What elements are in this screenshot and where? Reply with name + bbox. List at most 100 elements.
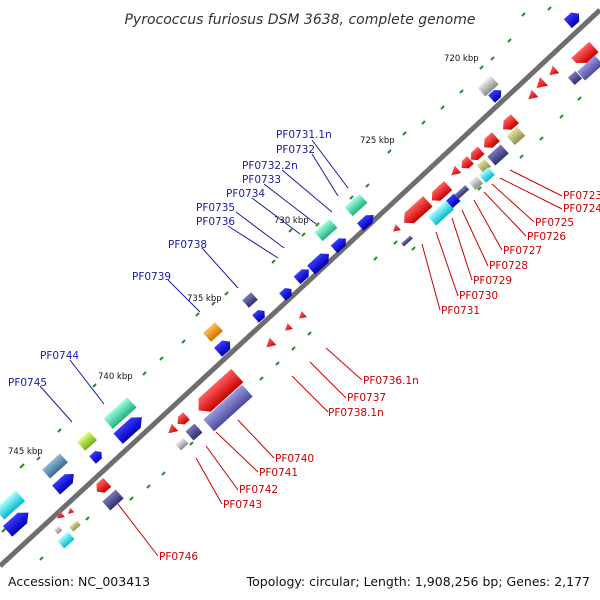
inner-leader-lines (117, 169, 563, 557)
kbp-label: 730 kbp (274, 216, 309, 226)
gene-label: PF0731.1n (276, 129, 332, 141)
inner-gene-labels: PF0723 PF0724 PF0725 PF0726 PF0727 PF072… (159, 190, 600, 563)
gene-label: PF0737 (347, 392, 386, 404)
gene-arrow-glyph (536, 76, 548, 89)
gene-arrow-glyph (299, 311, 307, 319)
gene-arrow-glyph (69, 520, 81, 532)
gene-label: PF0731 (441, 305, 480, 317)
gene-arrow-glyph (67, 507, 75, 515)
gene-arrow-glyph (96, 477, 112, 493)
gene-arrow-glyph (487, 144, 509, 166)
gene-arrow-glyph (431, 181, 453, 201)
gene-label: PF0740 (275, 453, 314, 465)
gene-arrow-glyph (242, 292, 258, 308)
genome-backbone (0, 8, 600, 568)
gene-arrow-glyph (314, 218, 338, 242)
gene-label: PF0733 (242, 174, 281, 186)
gene-arrow-glyph (198, 368, 244, 412)
kbp-labels: 720 kbp 725 kbp 730 kbp 735 kbp 740 kbp … (8, 54, 479, 457)
gene-arrow-glyph (57, 531, 75, 549)
gene-arrow-glyph (214, 340, 231, 357)
gene-arrow-glyph (479, 167, 495, 183)
gene-arrow-glyph (571, 41, 599, 64)
gene-arrow-glyph (577, 55, 600, 81)
gene-label: PF0725 (535, 217, 574, 229)
outer-leader-lines (39, 139, 349, 423)
outer-gene-labels: PF0731.1n PF0732 PF0732.2n PF0733 PF0734… (8, 129, 332, 389)
gene-arrow-glyph (53, 525, 63, 535)
gene-arrow-glyph (103, 397, 137, 429)
kbp-label: 720 kbp (444, 54, 479, 64)
gene-label: PF0743 (223, 499, 262, 511)
gene-arrow-glyph (454, 185, 470, 199)
gene-label: PF0724 (563, 203, 600, 215)
gene-arrow-glyph (102, 489, 124, 511)
gene-arrow-glyph (484, 132, 500, 148)
gene-label: PF0746 (159, 551, 198, 563)
kbp-label: 735 kbp (187, 294, 222, 304)
gene-label: PF0732 (276, 144, 315, 156)
gene-arrow-glyph (175, 437, 189, 451)
gene-label: PF0741 (259, 467, 298, 479)
gene-arrow-glyph (461, 156, 474, 169)
gene-arrow-glyph (428, 200, 454, 226)
gene-label: PF0745 (8, 377, 47, 389)
tick-marks (1, 6, 582, 561)
gene-label: PF0744 (40, 350, 79, 362)
gene-arrow-glyph (203, 322, 223, 342)
gene-arrow-glyph (344, 193, 368, 217)
accession-text: Accession: NC_003413 (8, 574, 150, 589)
gene-arrow-glyph (307, 253, 329, 275)
gene-arrow-glyph (185, 423, 203, 441)
gene-arrow-glyph (89, 450, 102, 464)
gene-arrow-glyph (285, 323, 293, 331)
gene-arrow-glyph (279, 287, 292, 301)
gene-arrow-glyph (451, 165, 462, 176)
gene-arrow-glyph (393, 224, 401, 232)
kbp-label: 740 kbp (98, 372, 133, 382)
outer-gene-glyphs (0, 12, 580, 537)
gene-label: PF0742 (239, 484, 278, 496)
gene-label: PF0739 (132, 271, 171, 283)
gene-label: PF0738 (168, 239, 207, 251)
gene-arrow-glyph (330, 238, 346, 254)
gene-label: PF0736.1n (363, 375, 419, 387)
gene-arrow-glyph (477, 75, 499, 97)
kbp-label: 725 kbp (360, 136, 395, 146)
gene-arrow-glyph (0, 490, 26, 520)
gene-label: PF0736 (196, 216, 235, 228)
gene-label: PF0723 (563, 190, 600, 202)
gene-arrow-glyph (252, 309, 265, 323)
gene-arrow-glyph (2, 512, 29, 537)
gene-arrow-glyph (506, 126, 526, 146)
gene-arrow-glyph (177, 412, 190, 425)
gene-label: PF0727 (503, 245, 542, 257)
gene-label: PF0732.2n (242, 160, 298, 172)
gene-arrow-glyph (470, 146, 485, 161)
gene-arrow-glyph (468, 175, 484, 191)
gene-arrow-glyph (503, 114, 519, 130)
inner-gene-glyphs (53, 41, 600, 549)
map-title: Pyrococcus furiosus DSM 3638, complete g… (124, 12, 475, 28)
topology-text: Topology: circular; Length: 1,908,256 bp… (246, 574, 590, 589)
gene-arrow-glyph (266, 337, 277, 348)
gene-label: PF0729 (473, 275, 512, 287)
gene-arrow-glyph (567, 70, 583, 86)
gene-arrow-glyph (113, 417, 142, 444)
gene-arrow-glyph (549, 65, 560, 76)
gene-arrow-glyph (203, 384, 253, 432)
gene-arrow-glyph (293, 269, 309, 285)
gene-arrow-glyph (401, 235, 413, 247)
gene-label: PF0726 (527, 231, 566, 243)
gene-arrow-glyph (42, 453, 68, 479)
gene-arrow-glyph (52, 473, 74, 495)
gene-arrow-glyph (563, 12, 580, 29)
gene-arrow-glyph (488, 89, 502, 103)
gene-label: PF0735 (196, 202, 235, 214)
gene-label: PF0728 (489, 260, 528, 272)
gene-label: PF0730 (459, 290, 498, 302)
gene-arrow-glyph (57, 511, 65, 519)
gene-arrow-glyph (77, 431, 97, 451)
